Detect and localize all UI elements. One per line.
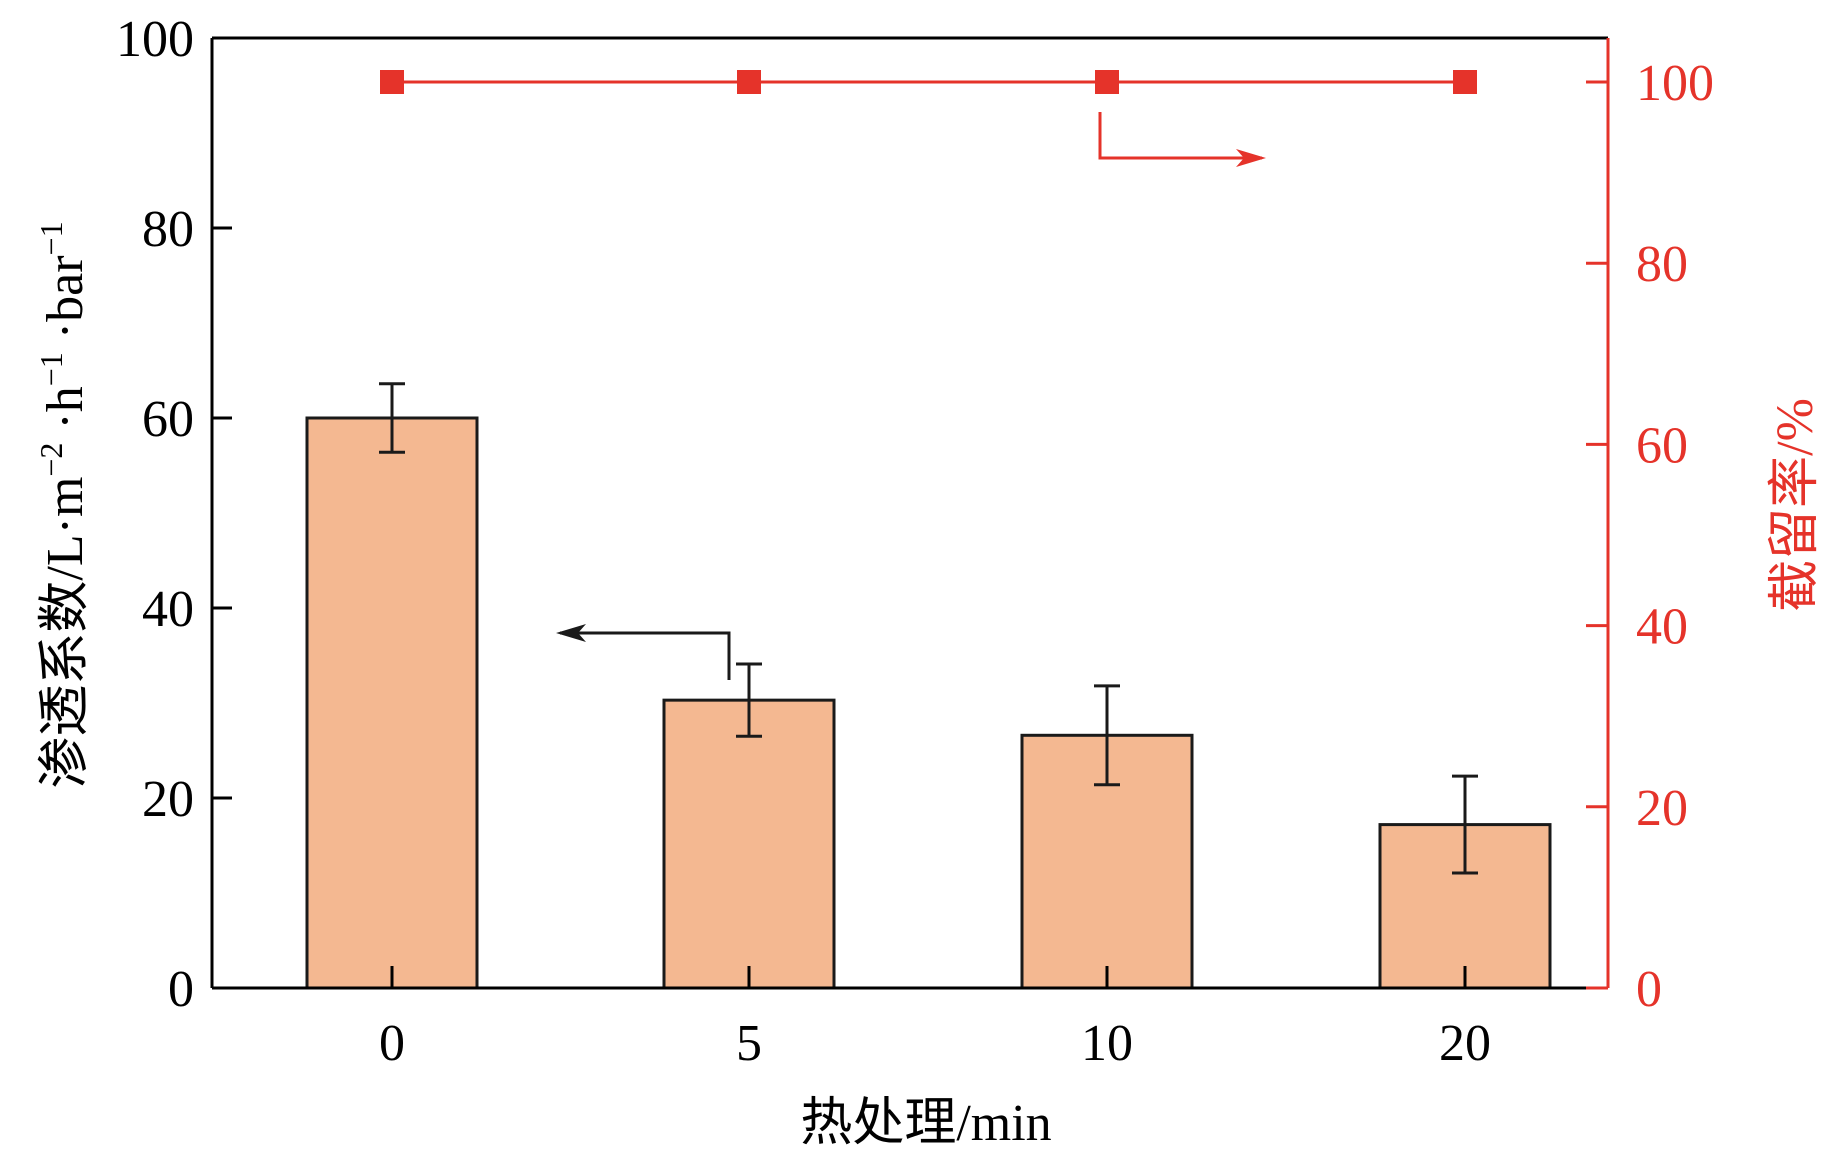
y-right-tick-label: 60 — [1636, 417, 1688, 474]
y-left-tick-label: 40 — [142, 581, 194, 638]
y-right-tick-label: 100 — [1636, 55, 1714, 112]
y-left-tick-label: 80 — [142, 201, 194, 258]
arrow-right-axis-head — [1236, 149, 1266, 167]
retention-marker — [380, 70, 404, 94]
y-right-tick-label: 0 — [1636, 961, 1662, 1018]
x-tick-label: 5 — [736, 1015, 762, 1072]
y-axis-left-title-part: m — [37, 477, 94, 517]
y-axis-left-title: 渗透系数/L·m−2 ·h−1 ·bar−1 — [33, 221, 94, 788]
arrow-left-axis-head — [556, 624, 586, 642]
y-axis-right-title: 截留率/% — [1767, 398, 1824, 612]
retention-marker — [1453, 70, 1477, 94]
y-left-tick-label: 60 — [142, 391, 194, 448]
x-tick-label: 0 — [379, 1015, 405, 1072]
y-left-tick-label: 0 — [168, 961, 194, 1018]
y-axis-left-title-part: · — [37, 412, 94, 442]
y-axis-left-title-part: 渗透系数/L — [37, 534, 94, 788]
x-axis-title: 热处理/min — [800, 1095, 1051, 1152]
y-axis-left-title-part: bar — [37, 255, 94, 321]
bar — [305, 416, 479, 990]
y-right-tick-label: 80 — [1636, 236, 1688, 293]
x-tick-label: 20 — [1439, 1015, 1491, 1072]
arrow-left-axis — [560, 631, 731, 680]
retention-marker — [737, 70, 761, 94]
y-axis-left-title-part: h — [37, 386, 94, 412]
y-axis-left-title-part: · — [37, 517, 94, 534]
y-axis-left-title-part: −1 — [33, 352, 69, 386]
y-left-tick-label: 20 — [142, 771, 194, 828]
bar — [662, 698, 836, 990]
y-right-tick-label: 20 — [1636, 780, 1688, 837]
plot-area — [305, 70, 1552, 990]
x-tick-label: 10 — [1081, 1015, 1133, 1072]
y-axis-left-title-part: −1 — [33, 221, 69, 255]
arrow-right-axis — [1098, 112, 1262, 160]
y-left-tick-label: 100 — [116, 11, 194, 68]
y-right-tick-label: 40 — [1636, 599, 1688, 656]
axes: 0 20 40 60 80 100 0 5 10 20 0 20 40 60 80 100 — [116, 11, 1714, 1072]
y-axis-left-title-part: · — [37, 322, 94, 352]
retention-marker — [1095, 70, 1119, 94]
y-axis-left-title-part: −2 — [33, 443, 69, 477]
